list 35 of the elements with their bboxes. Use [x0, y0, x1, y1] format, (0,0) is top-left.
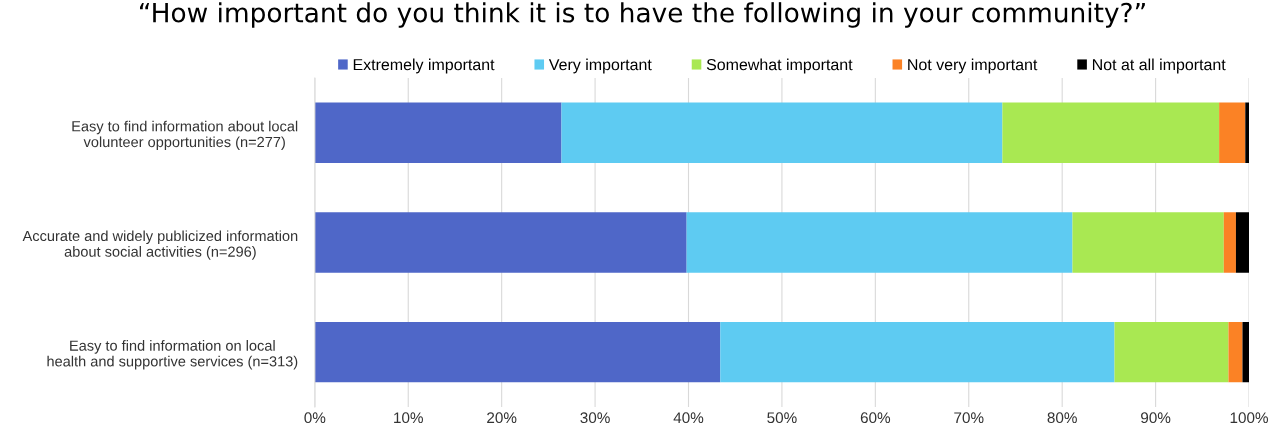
legend-label: Extremely important: [353, 58, 495, 74]
x-tick-label: 30%: [580, 412, 610, 424]
bar: [314, 102, 562, 163]
bar: [1245, 102, 1250, 163]
x-tick-label: 80%: [1047, 412, 1077, 424]
chart-title: “How important do you think it is to have the following in your community?”: [140, 2, 1145, 28]
y-tick-label: Accurate and widely publicized information about social activities (n=296): [22, 230, 298, 260]
x-tick-label: 70%: [954, 412, 984, 424]
x-tick-label: 20%: [487, 412, 517, 424]
bar: [1228, 322, 1243, 383]
bar: [1002, 102, 1220, 163]
bar: [1242, 322, 1250, 383]
legend-label: Very important: [548, 58, 652, 74]
x-tick-label: 40%: [673, 412, 704, 424]
x-tick-label: 10%: [394, 412, 423, 424]
legend-label: Not at all important: [1092, 58, 1226, 74]
x-tick-label: 60%: [860, 412, 891, 424]
bar: [314, 322, 721, 383]
bar: [561, 102, 1003, 163]
bar: [686, 212, 1073, 273]
x-tick-label: 50%: [767, 412, 797, 424]
bar: [1223, 212, 1236, 273]
bar: [1072, 212, 1224, 273]
y-tick-label: Easy to find information about local volunteer opportunities (n=277): [72, 120, 298, 151]
legend-label: Not very important: [908, 58, 1038, 74]
bar: [1114, 322, 1229, 383]
x-tick-label: 0%: [304, 412, 326, 424]
bar: [1219, 102, 1246, 163]
bar: [720, 322, 1115, 383]
bar: [1235, 212, 1250, 273]
legend-label: Somewhat important: [706, 58, 853, 74]
y-tick-label: Easy to find information on local health and supportive services (n=313): [47, 340, 298, 370]
x-tick-label: 100%: [1230, 412, 1269, 424]
x-tick-label: 90%: [1141, 412, 1171, 424]
bar: [314, 212, 687, 273]
